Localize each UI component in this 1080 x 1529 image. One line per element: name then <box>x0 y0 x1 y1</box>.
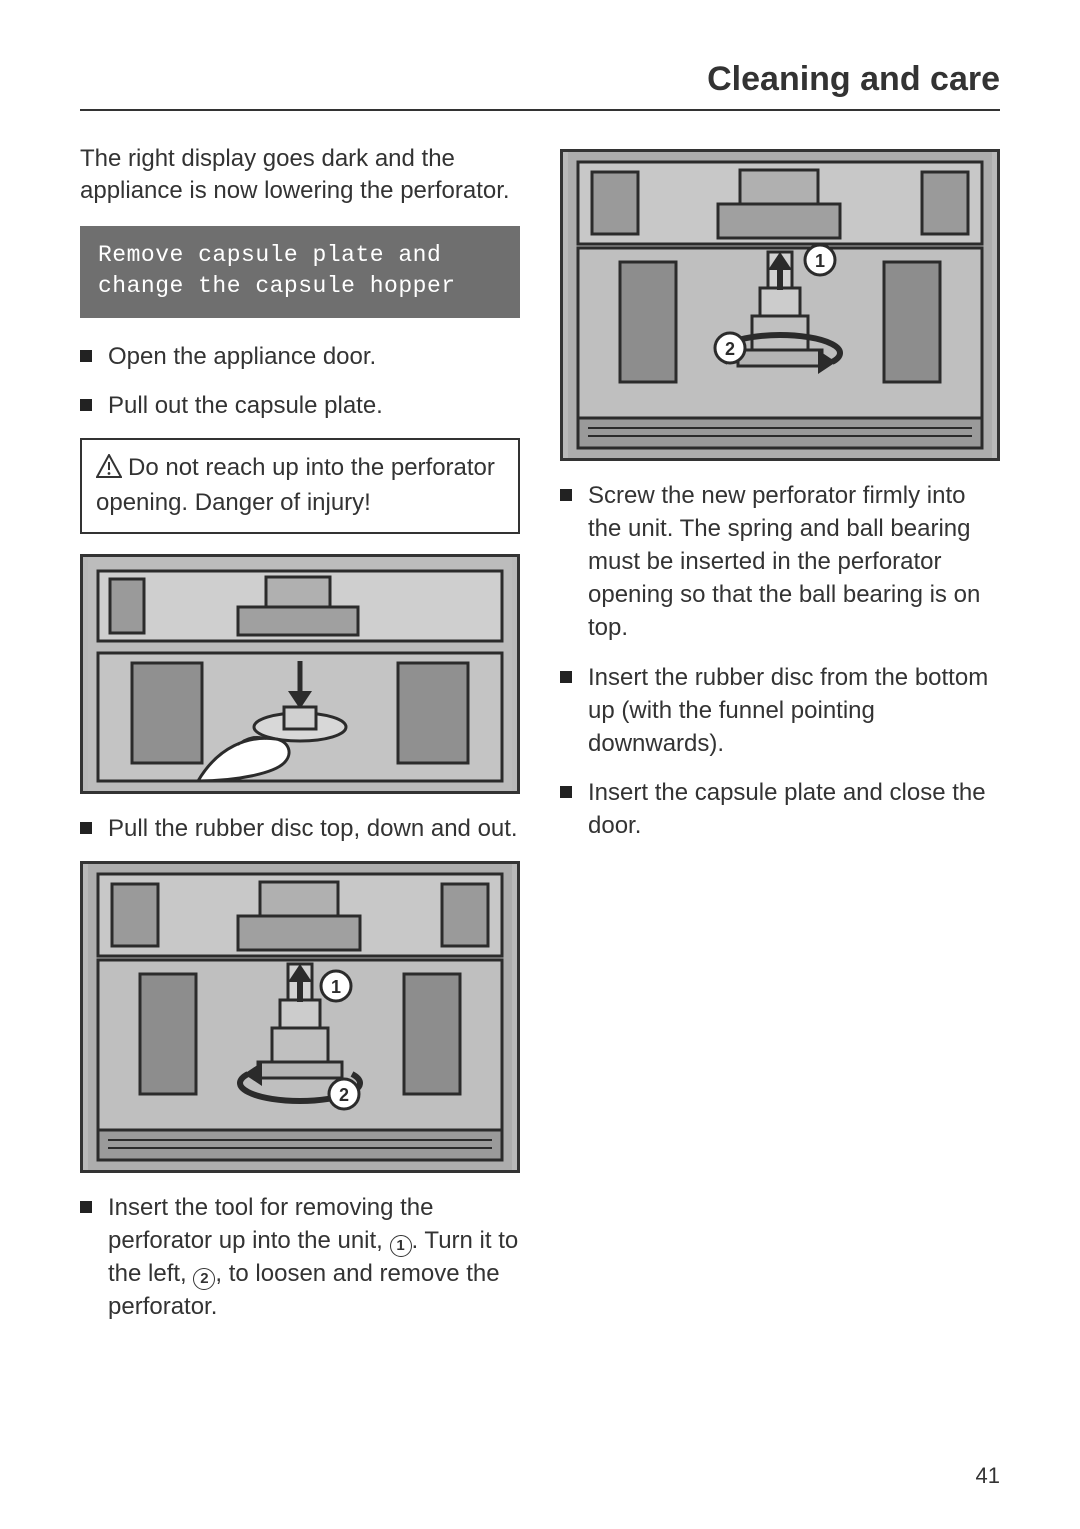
step-item: Screw the new perforator firmly into the… <box>560 479 1000 645</box>
right-column: 1 2 Screw the new perforator firmly into… <box>560 143 1000 1339</box>
step-item: Pull the rubber disc top, down and out. <box>80 812 520 845</box>
display-line-1: Remove capsule plate and <box>98 240 502 271</box>
step-item: Insert the tool for removing the perfora… <box>80 1191 520 1323</box>
figure-1-svg <box>88 557 512 791</box>
callout-1: 1 <box>815 251 825 271</box>
figure-3-svg: 1 2 <box>568 152 992 458</box>
callout-2: 2 <box>725 339 735 359</box>
circled-2-inline: 2 <box>193 1268 215 1290</box>
step3-text-a: Insert the tool for removing the perfora… <box>108 1194 434 1254</box>
step-item: Open the appliance door. <box>80 340 520 373</box>
warning-text: Do not reach up into the perforator open… <box>96 454 495 516</box>
callout-1: 1 <box>331 977 341 997</box>
steps-list-1: Open the appliance door. Pull out the ca… <box>80 340 520 422</box>
intro-text: The right display goes dark and the appl… <box>80 143 520 208</box>
warning-icon <box>96 454 122 487</box>
figure-install-perforator: 1 2 <box>560 149 1000 461</box>
circled-1-inline: 1 <box>390 1235 412 1257</box>
step-item: Insert the capsule plate and close the d… <box>560 776 1000 842</box>
warning-box: Do not reach up into the perforator open… <box>80 438 520 534</box>
figure-2-svg: 1 2 <box>88 864 512 1170</box>
page-title: Cleaning and care <box>80 60 1000 111</box>
steps-list-2: Pull the rubber disc top, down and out. <box>80 812 520 845</box>
page: Cleaning and care The right display goes… <box>0 0 1080 1529</box>
display-line-2: change the capsule hopper <box>98 271 502 302</box>
figure-remove-perforator: 1 2 <box>80 861 520 1173</box>
content-columns: The right display goes dark and the appl… <box>80 143 1000 1339</box>
appliance-display: Remove capsule plate and change the caps… <box>80 226 520 318</box>
page-number: 41 <box>976 1463 1000 1489</box>
left-column: The right display goes dark and the appl… <box>80 143 520 1339</box>
figure-rubber-disc <box>80 554 520 794</box>
step-item: Insert the rubber disc from the bottom u… <box>560 661 1000 760</box>
steps-list-right: Screw the new perforator firmly into the… <box>560 479 1000 842</box>
step-item: Pull out the capsule plate. <box>80 389 520 422</box>
callout-2: 2 <box>339 1085 349 1105</box>
steps-list-3: Insert the tool for removing the perfora… <box>80 1191 520 1323</box>
